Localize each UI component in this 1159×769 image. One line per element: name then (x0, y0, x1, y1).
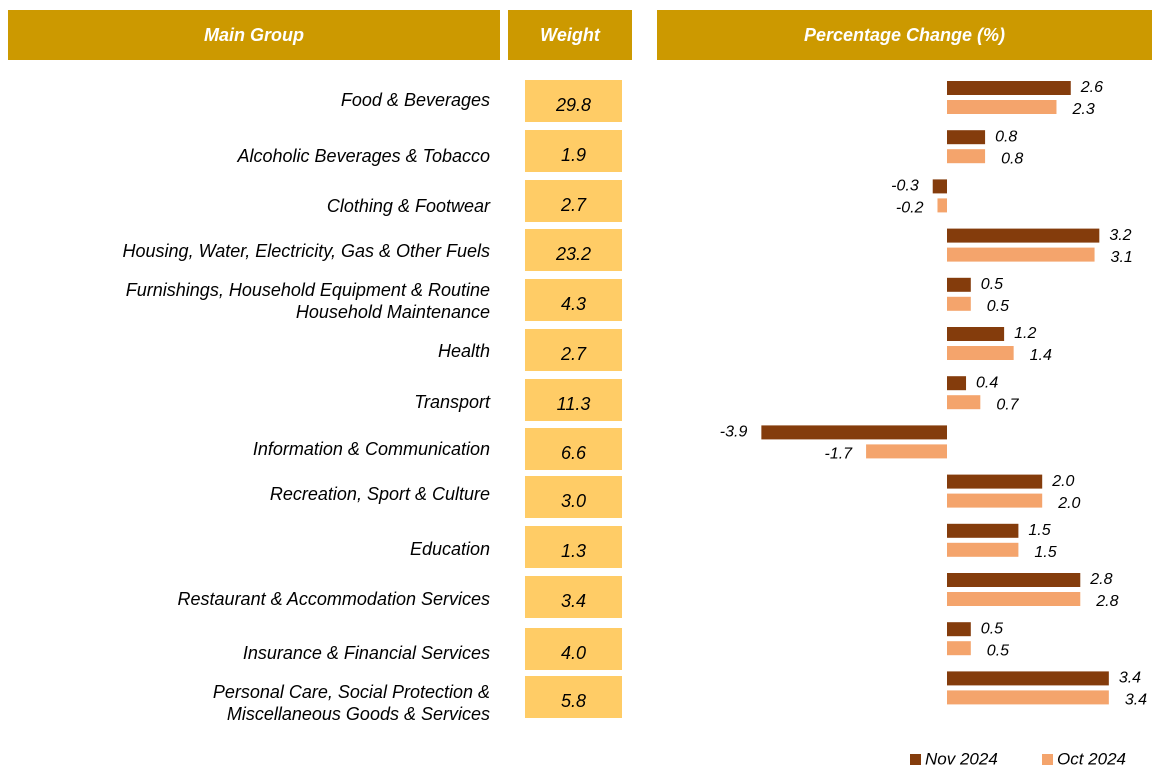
value-label: 3.2 (1109, 227, 1131, 244)
category-label: Alcoholic Beverages & Tobacco (237, 146, 490, 166)
value-label: 2.8 (1089, 571, 1112, 588)
value-label: 0.5 (987, 298, 1009, 315)
bar (866, 444, 947, 459)
header: Main Group (8, 10, 500, 60)
header: Weight (508, 10, 632, 60)
bar (947, 296, 971, 311)
category-label: Food & Beverages (340, 90, 490, 110)
bar (947, 573, 1081, 587)
bar (947, 247, 1095, 262)
weight-cell: 5.8 (525, 676, 622, 718)
bar (932, 179, 947, 194)
value-label: 3.4 (1125, 692, 1147, 709)
weight-cell: 11.3 (525, 379, 622, 421)
header: Percentage Change (%) (657, 10, 1152, 60)
bar (947, 376, 967, 391)
bar (947, 523, 1019, 538)
value-label: 1.2 (1014, 325, 1036, 342)
bar (947, 592, 1081, 606)
weight-cell: 29.8 (525, 80, 622, 122)
value-label: 2.0 (1051, 473, 1074, 490)
bar (947, 130, 986, 145)
bar (947, 81, 1071, 95)
bar (937, 198, 947, 213)
weight-cell: 2.7 (525, 329, 622, 371)
weight-cell: 2.7 (525, 180, 622, 222)
value-label: 2.3 (1071, 101, 1094, 118)
bar (947, 395, 981, 410)
bar (947, 542, 1019, 557)
bar (947, 641, 971, 656)
weight-cell: 23.2 (525, 229, 622, 271)
bar (947, 346, 1014, 360)
legend-label: Oct 2024 (1057, 749, 1126, 768)
value-label: -3.9 (720, 424, 748, 441)
category-label: Health (437, 341, 490, 361)
bar (947, 228, 1100, 243)
value-label: 1.5 (1034, 544, 1056, 561)
bar (947, 277, 971, 292)
bar (947, 622, 971, 637)
value-label: -0.2 (896, 200, 924, 217)
legend-swatch (910, 754, 921, 765)
category-label: Personal Care, Social Protection & Misce… (212, 682, 490, 724)
value-label: 3.4 (1119, 670, 1141, 687)
category-label: Restaurant & Accommodation Services (177, 589, 490, 609)
weight-cell: 3.0 (525, 476, 622, 518)
value-label: 1.5 (1028, 522, 1050, 539)
value-label: -0.3 (891, 178, 919, 195)
bar (947, 100, 1057, 114)
value-label: 0.8 (1001, 150, 1023, 167)
bar (761, 425, 947, 440)
category-label: Education (409, 539, 490, 559)
weight-cell: 4.0 (525, 628, 622, 670)
value-label: 0.7 (996, 396, 1019, 413)
category-label: Furnishings, Household Equipment & Routi… (125, 280, 490, 322)
value-label: 0.5 (981, 276, 1003, 293)
category-label: Transport (414, 392, 490, 412)
category-label: Clothing & Footwear (326, 196, 490, 216)
bar (947, 327, 1005, 341)
bar (947, 149, 986, 164)
category-label: Housing, Water, Electricity, Gas & Other… (122, 241, 490, 261)
value-label: 2.6 (1080, 79, 1103, 96)
value-label: -1.7 (825, 446, 854, 463)
value-label: 0.5 (981, 620, 1003, 637)
bar (947, 671, 1109, 686)
category-label: Recreation, Sport & Culture (269, 484, 490, 504)
weight-cell: 6.6 (525, 428, 622, 470)
value-label: 0.5 (987, 642, 1009, 659)
weight-cell: 4.3 (525, 279, 622, 321)
value-label: 2.0 (1057, 495, 1080, 512)
value-label: 1.4 (1030, 347, 1052, 364)
value-label: 0.4 (976, 374, 998, 391)
value-label: 3.1 (1111, 249, 1133, 266)
category-label: Insurance & Financial Services (242, 643, 490, 663)
bar (947, 493, 1043, 508)
legend-label: Nov 2024 (925, 749, 998, 768)
bar (947, 690, 1109, 705)
weight-cell: 1.9 (525, 130, 622, 172)
value-label: 2.8 (1095, 593, 1118, 610)
weight-cell: 1.3 (525, 526, 622, 568)
legend-swatch (1042, 754, 1053, 765)
weight-cell: 3.4 (525, 576, 622, 618)
value-label: 0.8 (995, 128, 1017, 145)
category-label: Information & Communication (252, 439, 490, 459)
bar (947, 474, 1043, 489)
